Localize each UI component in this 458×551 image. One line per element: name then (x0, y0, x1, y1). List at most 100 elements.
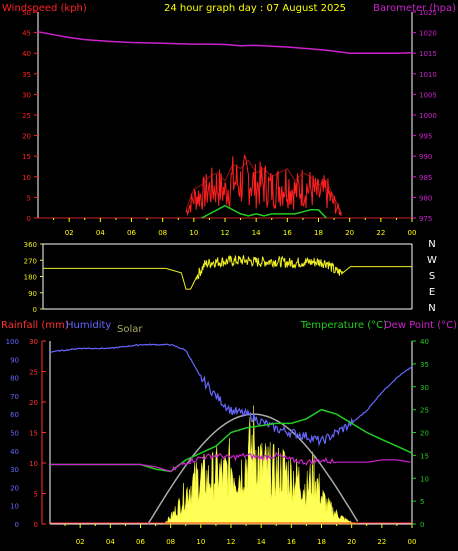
rain-tick-label: 25 (29, 369, 38, 377)
windspeed-tick-label: 10 (22, 174, 31, 182)
barometer-tick-label: 1000 (419, 112, 437, 120)
x-tick-label: 12 (227, 538, 236, 546)
theoretical-solar-curve (147, 413, 359, 525)
dewpoint-axis-label: Dew Point (°C) (384, 320, 457, 331)
x-tick-label: 00 (408, 229, 417, 237)
x-tick-label: 04 (106, 538, 115, 546)
rain-tick-label: 0 (34, 521, 38, 529)
temp-tick-label: 20 (420, 430, 429, 438)
graph-title: 24 hour graph day : 07 August 2025 (164, 3, 346, 14)
x-tick-label: 02 (65, 229, 74, 237)
temp-tick-label: 0 (420, 521, 424, 529)
x-tick-label: 08 (158, 229, 167, 237)
wind-direction-scatter (196, 255, 343, 280)
humidity-tick-label: 90 (10, 356, 19, 364)
temp-tick-label: 40 (420, 338, 429, 346)
humidity-tick-label: 10 (10, 503, 19, 511)
wind-direction-line-evening (342, 266, 412, 274)
windspeed-tick-label: 45 (22, 30, 31, 38)
humidity-tick-label: 0 (15, 521, 19, 529)
compass-label: S (429, 271, 435, 282)
compass-label: N (428, 239, 435, 250)
humidity-tick-label: 60 (10, 411, 19, 419)
rainfall-axis-label: Rainfall (mm) (1, 320, 69, 331)
dir-tick-label: 180 (24, 274, 37, 282)
windspeed-tick-label: 25 (22, 112, 31, 120)
humidity-tick-label: 100 (6, 338, 19, 346)
barometer-line (37, 31, 413, 54)
humidity-axis-label: Humidity (66, 320, 111, 331)
x-tick-label: 06 (136, 538, 145, 546)
dir-tick-label: 270 (24, 257, 37, 265)
rain-tick-label: 15 (29, 430, 38, 438)
rain-humidity-temp-panel: 1009080706050403020100302520151050403530… (6, 338, 429, 546)
x-tick-label: 14 (252, 229, 261, 237)
x-tick-label: 20 (345, 229, 354, 237)
wind-direction-line (43, 267, 198, 290)
windspeed-line (185, 153, 342, 217)
x-tick-label: 18 (314, 229, 323, 237)
barometer-tick-label: 1020 (419, 30, 437, 38)
barometer-tick-label: 1025 (419, 9, 437, 17)
compass-label: E (429, 287, 435, 298)
barometer-tick-label: 1005 (419, 91, 437, 99)
dewpoint-line (50, 451, 411, 473)
windspeed-axis-label: Windspeed (kph) (2, 3, 87, 14)
windspeed-tick-label: 0 (27, 215, 31, 223)
x-tick-label: 14 (257, 538, 266, 546)
barometer-tick-label: 985 (419, 174, 432, 182)
humidity-tick-label: 70 (10, 393, 19, 401)
humidity-tick-label: 80 (10, 375, 19, 383)
x-tick-label: 20 (347, 538, 356, 546)
x-tick-label: 02 (76, 538, 85, 546)
windspeed-tick-label: 30 (22, 91, 31, 99)
x-tick-label: 18 (317, 538, 326, 546)
x-tick-label: 16 (287, 538, 296, 546)
temp-tick-label: 30 (420, 384, 429, 392)
barometer-tick-label: 980 (419, 194, 432, 202)
temp-tick-label: 10 (420, 475, 429, 483)
humidity-tick-label: 40 (10, 448, 19, 456)
windspeed-tick-label: 5 (27, 194, 31, 202)
humidity-tick-label: 50 (10, 430, 19, 438)
x-tick-label: 22 (377, 538, 386, 546)
x-tick-label: 06 (127, 229, 136, 237)
humidity-line (49, 343, 413, 447)
barometer-tick-label: 990 (419, 153, 432, 161)
temperature-axis-label: Temperature (°C) (300, 320, 387, 331)
rain-tick-label: 20 (29, 399, 38, 407)
dir-tick-label: 0 (33, 306, 37, 314)
rain-tick-label: 30 (29, 338, 38, 346)
x-tick-label: 16 (283, 229, 292, 237)
windspeed-average-line (185, 159, 343, 215)
x-tick-label: 12 (221, 229, 230, 237)
x-tick-label: 00 (408, 538, 417, 546)
rain-tick-label: 10 (29, 460, 38, 468)
gust-line (201, 204, 327, 219)
x-tick-label: 10 (196, 538, 205, 546)
windspeed-tick-label: 20 (22, 133, 31, 141)
windspeed-tick-label: 50 (22, 9, 31, 17)
x-tick-label: 10 (189, 229, 198, 237)
barometer-tick-label: 975 (419, 215, 432, 223)
barometer-tick-label: 1015 (419, 50, 437, 58)
barometer-axis-label: Barometer (hpa) (373, 3, 456, 14)
solar-axis-label: Solar (117, 324, 143, 335)
barometer-tick-label: 1010 (419, 71, 437, 79)
temp-tick-label: 25 (420, 407, 429, 415)
windspeed-tick-label: 40 (22, 50, 31, 58)
temp-tick-label: 5 (420, 498, 424, 506)
windspeed-tick-label: 15 (22, 153, 31, 161)
compass-label: W (427, 255, 437, 266)
windspeed-tick-label: 35 (22, 71, 31, 79)
humidity-tick-label: 20 (10, 484, 19, 492)
x-tick-label: 04 (96, 229, 105, 237)
dir-tick-label: 90 (28, 290, 37, 298)
temperature-line (50, 408, 413, 473)
solar-area (162, 405, 360, 525)
compass-label: N (428, 303, 435, 314)
